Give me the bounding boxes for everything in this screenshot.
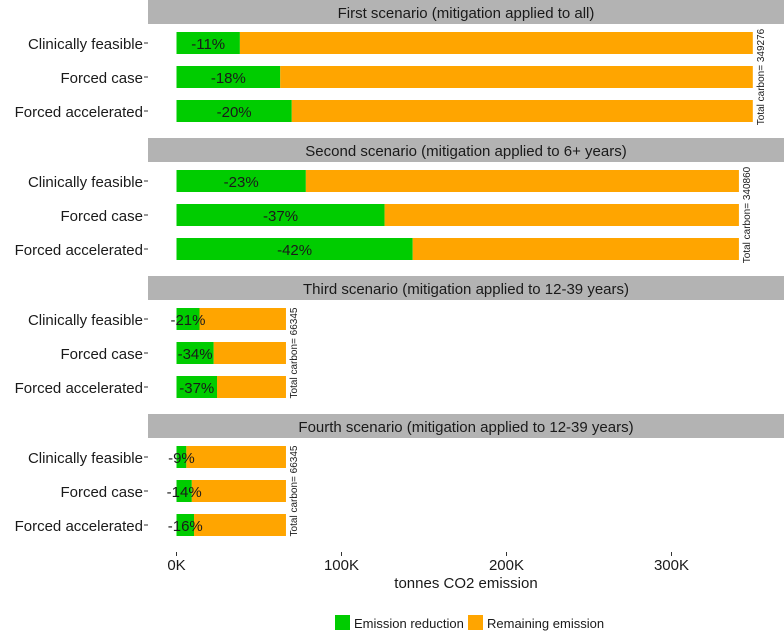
bar-remaining-emission (191, 480, 286, 502)
bar-remaining-emission (194, 514, 286, 536)
category-label: Clinically feasible (28, 174, 143, 191)
category-label: Forced case (60, 346, 143, 363)
bar-pct-label: -11% (191, 36, 225, 53)
bar-remaining-emission (305, 170, 739, 192)
x-tick-label: 100K (324, 557, 359, 574)
x-tick-label: 200K (489, 557, 524, 574)
total-carbon-label: Total carbon= 66345 (289, 445, 300, 536)
bar-pct-label: -14% (167, 484, 202, 501)
bar-emission-reduction (176, 66, 281, 88)
bar-pct-label: -20% (217, 104, 252, 121)
bar-pct-label: -23% (224, 174, 259, 191)
bar-emission-reduction (176, 480, 192, 502)
x-axis-title: tonnes CO2 emission (394, 575, 537, 592)
x-tick-label: 300K (654, 557, 689, 574)
bar-emission-reduction (176, 170, 306, 192)
bar-remaining-emission (199, 308, 286, 330)
bar-emission-reduction (176, 204, 385, 226)
legend-label-emission-reduction: Emission reduction (354, 616, 464, 631)
bar-pct-label: -42% (277, 242, 312, 259)
bar-remaining-emission (291, 100, 753, 122)
legend-swatch-emission-reduction (335, 615, 350, 630)
bar-pct-label: -37% (179, 380, 214, 397)
category-label: Clinically feasible (28, 450, 143, 467)
category-label: Forced accelerated (15, 242, 143, 259)
bar-remaining-emission (280, 66, 753, 88)
category-label: Clinically feasible (28, 312, 143, 329)
bar-pct-label: -21% (170, 312, 205, 329)
bar-remaining-emission (186, 446, 286, 468)
facet-strip (148, 0, 784, 24)
facet-strip (148, 414, 784, 438)
bar-remaining-emission (217, 376, 286, 398)
bar-pct-label: -37% (263, 208, 298, 225)
bar-pct-label: -16% (168, 518, 203, 535)
facet-strip (148, 276, 784, 300)
category-label: Forced case (60, 484, 143, 501)
facet-title: Second scenario (mitigation applied to 6… (305, 143, 626, 160)
bar-pct-label: -34% (178, 346, 213, 363)
bar-remaining-emission (213, 342, 286, 364)
bar-remaining-emission (239, 32, 753, 54)
bar-emission-reduction (176, 376, 218, 398)
bar-emission-reduction (176, 238, 413, 260)
bar-pct-label: -9% (168, 450, 195, 467)
total-carbon-label: Total carbon= 66345 (289, 307, 300, 398)
bar-pct-label: -18% (211, 70, 246, 87)
category-label: Forced accelerated (15, 104, 143, 121)
category-label: Forced case (60, 208, 143, 225)
category-label: Forced case (60, 70, 143, 87)
category-label: Forced accelerated (15, 518, 143, 535)
bar-emission-reduction (176, 308, 200, 330)
category-label: Clinically feasible (28, 36, 143, 53)
total-carbon-label: Total carbon= 349276 (756, 28, 767, 125)
legend-swatch-remaining-emission (468, 615, 483, 630)
facet-title: Fourth scenario (mitigation applied to 1… (298, 419, 633, 436)
total-carbon-label: Total carbon= 340860 (742, 166, 753, 263)
legend-label-remaining-emission: Remaining emission (487, 616, 604, 631)
facet-title: First scenario (mitigation applied to al… (338, 5, 595, 22)
bar-emission-reduction (176, 342, 214, 364)
bar-emission-reduction (176, 32, 240, 54)
x-tick-label: 0K (167, 557, 185, 574)
facet-title: Third scenario (mitigation applied to 12… (303, 281, 629, 298)
facet-strip (148, 138, 784, 162)
bar-remaining-emission (384, 204, 739, 226)
bar-emission-reduction (176, 446, 187, 468)
category-label: Forced accelerated (15, 380, 143, 397)
bar-emission-reduction (176, 100, 292, 122)
bar-emission-reduction (176, 514, 195, 536)
bar-remaining-emission (412, 238, 739, 260)
